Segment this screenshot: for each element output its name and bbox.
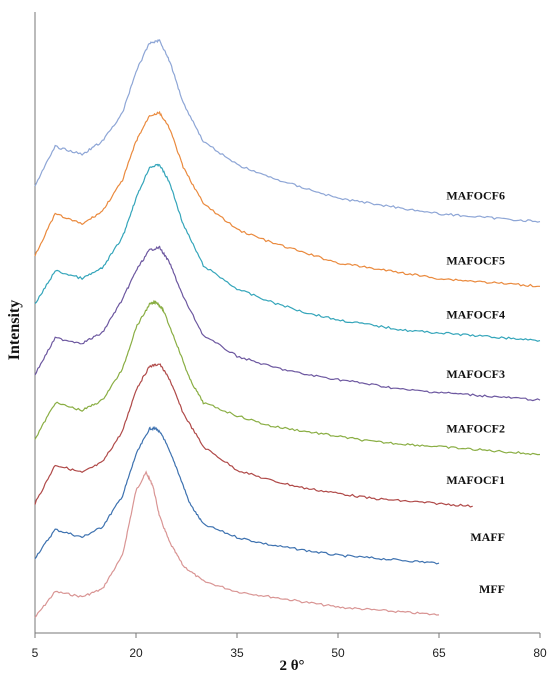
y-axis-title: Intensity bbox=[6, 300, 23, 360]
series-line-mafocf3 bbox=[34, 245, 541, 402]
x-tick-label: 35 bbox=[230, 646, 244, 660]
series-label-mafocf6: MAFOCF6 bbox=[446, 189, 505, 203]
series-line-mff bbox=[34, 470, 440, 618]
x-axis-title: 2 θ° bbox=[279, 658, 304, 674]
series-label-maff: MAFF bbox=[470, 530, 505, 544]
x-tick-label: 50 bbox=[331, 646, 345, 660]
x-tick-label: 80 bbox=[533, 646, 547, 660]
series-line-mafocf2 bbox=[34, 299, 541, 456]
series-lines bbox=[34, 38, 541, 618]
series-line-mafocf1 bbox=[34, 363, 473, 508]
series-line-mafocf5 bbox=[34, 110, 540, 288]
x-tick-label: 20 bbox=[129, 646, 143, 660]
series-label-mafocf3: MAFOCF3 bbox=[446, 367, 505, 381]
series-labels: MFF MAFF MAFOCF1 MAFOCF2 MAFOCF3 MAFOCF4 MAFOC… bbox=[446, 189, 505, 596]
axes bbox=[34, 12, 540, 634]
x-tick-label: 65 bbox=[432, 646, 446, 660]
x-tick-label: 5 bbox=[32, 646, 39, 660]
series-line-mafocf6 bbox=[34, 38, 541, 223]
series-label-mafocf1: MAFOCF1 bbox=[446, 473, 505, 487]
series-label-mafocf5: MAFOCF5 bbox=[446, 253, 505, 267]
series-label-mafocf4: MAFOCF4 bbox=[446, 308, 505, 322]
series-label-mff: MFF bbox=[479, 582, 505, 596]
series-line-maff bbox=[34, 425, 440, 565]
series-label-mafocf2: MAFOCF2 bbox=[446, 422, 505, 436]
series-line-mafocf4 bbox=[34, 163, 541, 342]
x-ticks: 5 20 35 50 65 80 bbox=[32, 633, 547, 660]
